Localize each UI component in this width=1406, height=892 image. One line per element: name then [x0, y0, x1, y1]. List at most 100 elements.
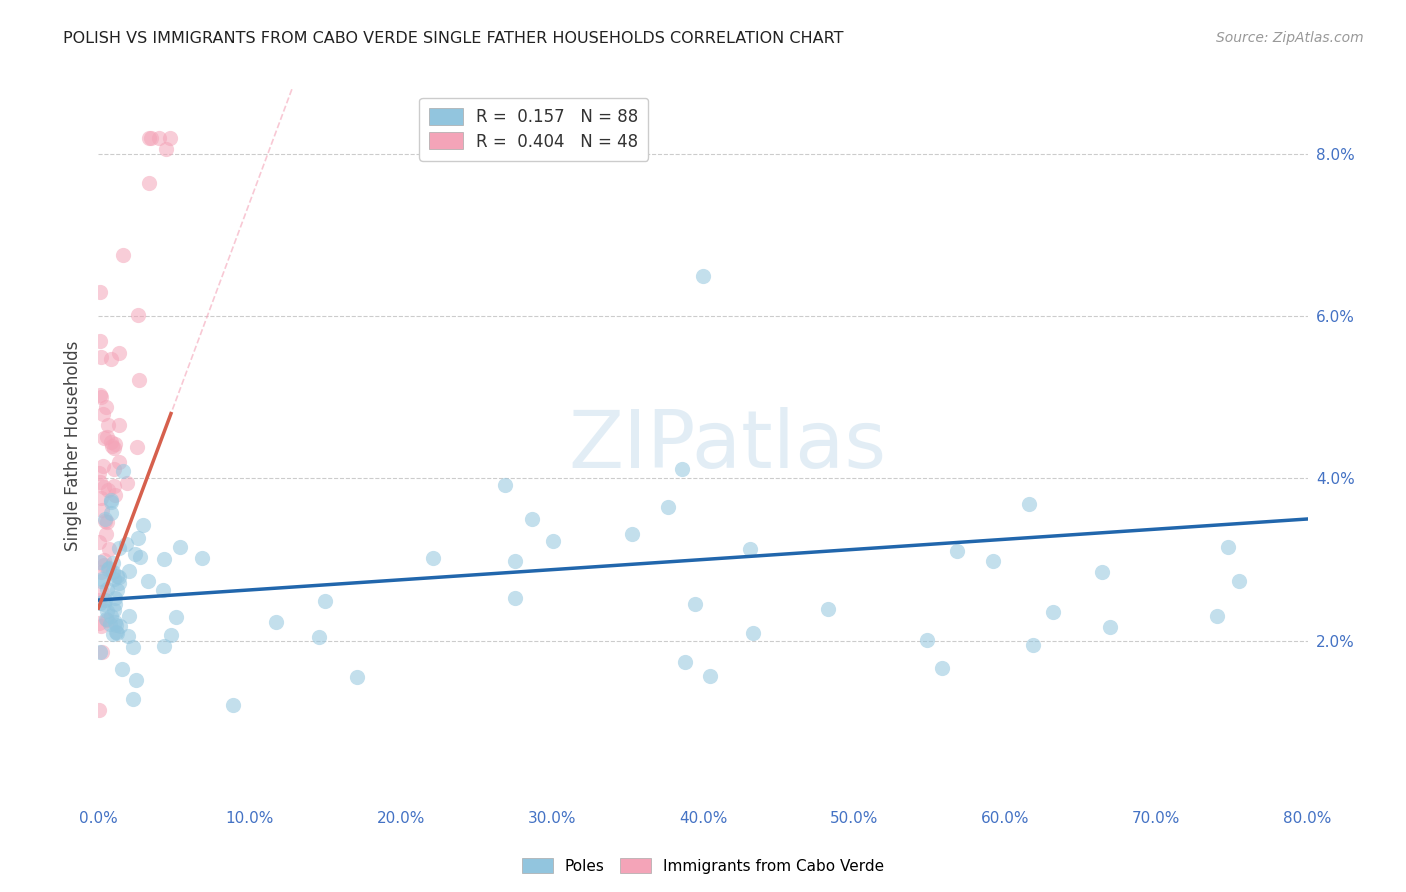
Point: [138, 131, 160, 145]
Point: [148, 131, 170, 145]
Point: [114, 537, 136, 551]
Point: [93, 512, 115, 526]
Point: [155, 141, 177, 155]
Point: [110, 662, 132, 676]
Point: [104, 487, 127, 501]
Point: [98, 616, 121, 631]
Point: [191, 551, 214, 566]
Point: [90, 503, 112, 517]
Point: [917, 633, 939, 648]
Point: [90, 350, 112, 364]
Point: [136, 574, 159, 588]
Point: [104, 597, 127, 611]
Point: [1205, 608, 1227, 623]
Point: [89, 388, 111, 402]
Point: [93, 552, 115, 566]
Point: [93, 431, 115, 445]
Point: [103, 462, 125, 476]
Point: [104, 615, 127, 629]
Legend: R =  0.157   N = 88, R =  0.404   N = 48: R = 0.157 N = 88, R = 0.404 N = 48: [419, 97, 648, 161]
Point: [90, 565, 112, 579]
Point: [89, 535, 111, 549]
Point: [89, 475, 111, 489]
Point: [128, 549, 150, 564]
Point: [89, 703, 111, 717]
Point: [1218, 540, 1240, 554]
Point: [138, 176, 160, 190]
Point: [673, 655, 696, 669]
Point: [169, 540, 191, 554]
Point: [152, 640, 174, 654]
Point: [94, 612, 117, 626]
Point: [1091, 566, 1114, 580]
Point: [96, 527, 118, 541]
Point: [90, 574, 112, 588]
Point: [124, 547, 146, 561]
Point: [101, 439, 124, 453]
Point: [96, 430, 118, 444]
Point: [89, 596, 111, 610]
Point: [122, 692, 145, 706]
Point: [104, 591, 127, 606]
Point: [422, 550, 444, 565]
Point: [94, 514, 117, 528]
Point: [111, 248, 134, 262]
Point: [103, 479, 125, 493]
Point: [104, 624, 127, 639]
Y-axis label: Single Father Households: Single Father Households: [65, 341, 83, 551]
Point: [152, 582, 174, 597]
Point: [103, 603, 125, 617]
Point: [346, 670, 368, 684]
Legend: Poles, Immigrants from Cabo Verde: Poles, Immigrants from Cabo Verde: [516, 852, 890, 880]
Point: [945, 544, 967, 558]
Point: [90, 491, 112, 505]
Point: [89, 592, 111, 607]
Point: [93, 597, 115, 611]
Point: [100, 352, 122, 367]
Point: [90, 585, 112, 599]
Point: [93, 479, 115, 493]
Point: [1042, 605, 1064, 619]
Point: [1227, 574, 1250, 589]
Point: [264, 615, 287, 629]
Point: [105, 583, 128, 598]
Point: [90, 390, 112, 404]
Point: [117, 629, 139, 643]
Point: [314, 594, 336, 608]
Point: [683, 597, 706, 611]
Point: [117, 564, 139, 578]
Point: [108, 541, 131, 556]
Point: [108, 455, 131, 469]
Point: [89, 285, 111, 299]
Point: [89, 645, 111, 659]
Point: [100, 493, 122, 508]
Point: [981, 554, 1004, 568]
Point: [128, 373, 150, 387]
Point: [741, 626, 763, 640]
Point: [221, 698, 243, 712]
Point: [1018, 498, 1040, 512]
Point: [100, 506, 122, 520]
Text: ZIPatlas: ZIPatlas: [568, 407, 886, 485]
Point: [96, 604, 118, 618]
Point: [103, 565, 125, 579]
Point: [97, 418, 120, 433]
Point: [94, 593, 117, 607]
Point: [97, 542, 120, 557]
Point: [139, 131, 162, 145]
Point: [495, 478, 517, 492]
Point: [91, 407, 114, 421]
Point: [107, 418, 129, 433]
Point: [101, 556, 124, 570]
Point: [91, 572, 114, 586]
Point: [89, 467, 111, 481]
Point: [699, 668, 721, 682]
Point: [692, 268, 714, 283]
Point: [97, 560, 120, 574]
Point: [103, 572, 125, 586]
Point: [115, 476, 138, 491]
Point: [160, 628, 183, 642]
Point: [100, 495, 122, 509]
Point: [620, 527, 643, 541]
Point: [308, 631, 330, 645]
